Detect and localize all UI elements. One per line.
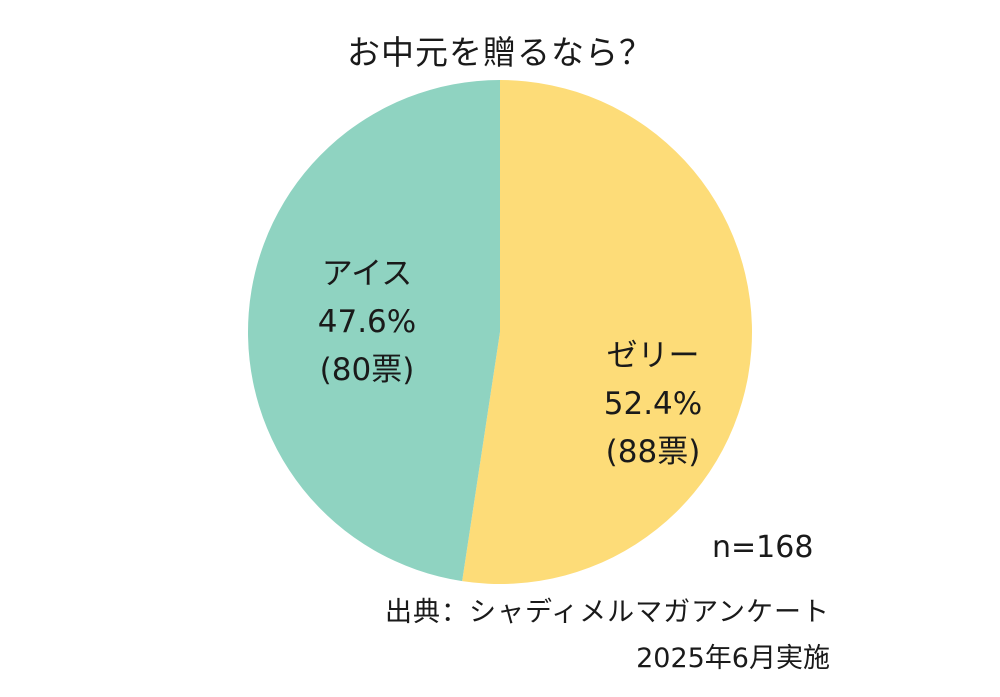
slice-name: アイス — [321, 256, 413, 292]
slice-percent: 52.4% — [603, 386, 703, 422]
pie-slice-ice — [247, 80, 500, 582]
slice-votes: (80票) — [319, 352, 415, 388]
sample-size: n=168 — [712, 530, 814, 565]
source-note: 出典：シャディメルマガアンケート — [384, 597, 830, 628]
slice-name: ゼリー — [606, 338, 700, 374]
pie-slice-jelly — [462, 80, 752, 584]
slice-percent: 47.6% — [317, 304, 417, 340]
slice-votes: (88票) — [605, 434, 701, 470]
slice-label-ice: アイス 47.6% (80票) — [282, 250, 452, 394]
chart-title: お中元を贈るなら？ — [347, 33, 653, 72]
survey-date: 2025年6月実施 — [636, 643, 830, 674]
slice-label-jelly: ゼリー 52.4% (88票) — [568, 332, 738, 476]
